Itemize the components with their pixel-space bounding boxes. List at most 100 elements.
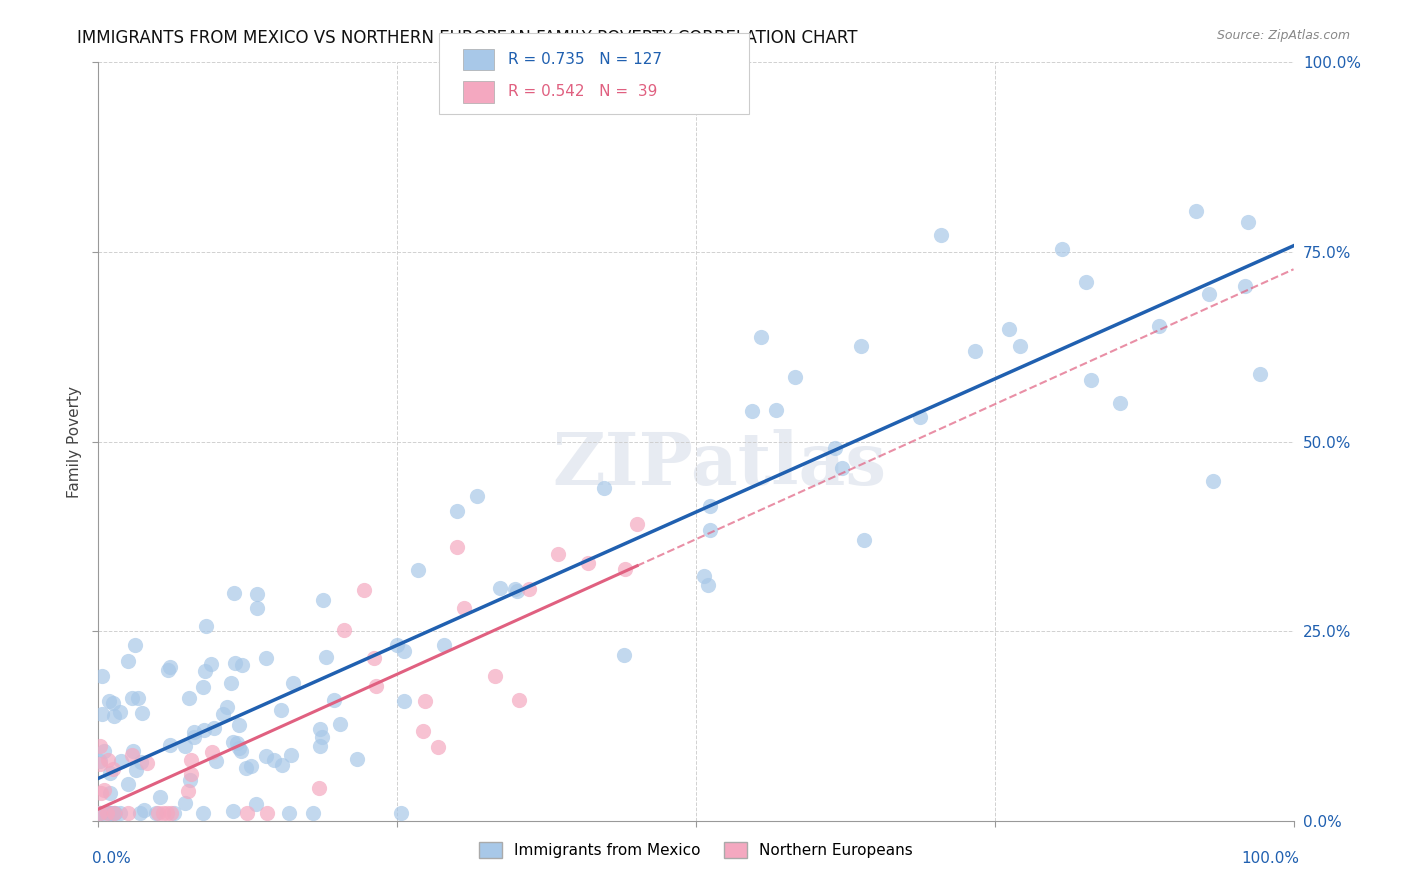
Point — [89, 754, 111, 768]
Legend: Immigrants from Mexico, Northern Europeans: Immigrants from Mexico, Northern Europea… — [471, 835, 921, 866]
Point — [346, 752, 368, 766]
Point — [389, 806, 412, 821]
Point — [132, 803, 155, 817]
Point — [852, 533, 875, 547]
Point — [309, 722, 332, 736]
Point — [194, 664, 217, 678]
Point — [278, 806, 301, 821]
Point — [254, 748, 277, 763]
Point — [93, 783, 115, 797]
Point — [124, 638, 146, 652]
Point — [1074, 276, 1097, 290]
Point — [121, 748, 143, 763]
Point — [363, 651, 385, 665]
Point — [270, 703, 292, 717]
Point — [225, 736, 247, 750]
Point — [965, 343, 987, 358]
Point — [235, 760, 257, 774]
Point — [179, 772, 201, 787]
Point — [194, 619, 217, 633]
Point — [163, 806, 186, 821]
Point — [1233, 278, 1256, 293]
Point — [831, 461, 853, 475]
Point — [613, 562, 636, 576]
Point — [323, 692, 346, 706]
Point — [180, 753, 202, 767]
Point — [117, 653, 139, 667]
Point — [311, 730, 333, 744]
Point — [308, 739, 330, 753]
Point — [281, 676, 304, 690]
Point — [851, 339, 873, 353]
Point — [193, 723, 215, 738]
Text: IMMIGRANTS FROM MEXICO VS NORTHERN EUROPEAN FAMILY POVERTY CORRELATION CHART: IMMIGRANTS FROM MEXICO VS NORTHERN EUROP… — [77, 29, 858, 47]
Point — [152, 806, 174, 821]
Point — [215, 700, 238, 714]
Point — [91, 806, 114, 821]
Point — [308, 781, 330, 796]
Point — [508, 692, 530, 706]
Point — [89, 806, 111, 821]
Point — [302, 806, 325, 821]
Point — [699, 499, 721, 513]
Point — [180, 767, 202, 781]
Text: R = 0.735   N = 127: R = 0.735 N = 127 — [508, 53, 662, 67]
Point — [177, 784, 200, 798]
Point — [387, 639, 409, 653]
Point — [110, 806, 132, 821]
Point — [236, 806, 259, 821]
Y-axis label: Family Poverty: Family Poverty — [66, 385, 82, 498]
Point — [240, 759, 263, 773]
Point — [246, 601, 269, 615]
Point — [191, 681, 214, 695]
Point — [394, 644, 416, 658]
Point — [353, 582, 375, 597]
Point — [191, 806, 214, 821]
Point — [89, 757, 111, 772]
Point — [517, 582, 540, 597]
Point — [280, 747, 302, 762]
Point — [98, 806, 121, 821]
Point — [824, 442, 846, 456]
Point — [1201, 474, 1223, 488]
Point — [453, 601, 475, 615]
Point — [1249, 367, 1271, 381]
Point — [201, 745, 224, 759]
Point — [576, 556, 599, 570]
Point — [90, 668, 112, 682]
Point — [103, 806, 125, 821]
Point — [312, 592, 335, 607]
Point — [125, 764, 148, 778]
Point — [503, 582, 526, 597]
Point — [697, 578, 720, 592]
Point — [98, 806, 121, 821]
Point — [222, 804, 245, 818]
Point — [1080, 373, 1102, 387]
Point — [246, 587, 269, 601]
Point — [93, 744, 115, 758]
Point — [412, 724, 434, 739]
Point — [749, 330, 772, 344]
Point — [90, 786, 112, 800]
Point — [224, 657, 246, 671]
Point — [626, 516, 648, 531]
Point — [271, 757, 294, 772]
Point — [159, 738, 181, 752]
Point — [98, 694, 121, 708]
Point — [183, 725, 205, 739]
Point — [392, 694, 415, 708]
Point — [329, 717, 352, 731]
Point — [131, 706, 153, 721]
Point — [104, 806, 127, 821]
Point — [315, 650, 337, 665]
Point — [613, 648, 636, 662]
Point — [408, 563, 430, 577]
Point — [929, 227, 952, 242]
Text: R = 0.542   N =  39: R = 0.542 N = 39 — [508, 85, 657, 99]
Point — [129, 806, 152, 821]
Point — [103, 708, 125, 723]
Point — [256, 806, 278, 821]
Point — [484, 669, 506, 683]
Point — [148, 806, 170, 821]
Point — [467, 489, 489, 503]
